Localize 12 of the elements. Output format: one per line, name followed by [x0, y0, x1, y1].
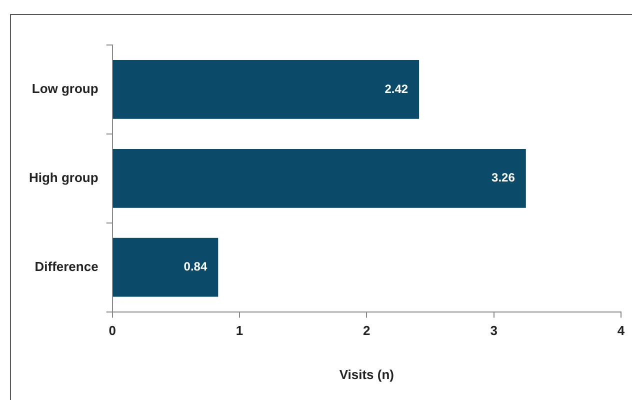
y-tick-label: High group	[28, 170, 98, 185]
x-tick-label: 2	[363, 323, 370, 338]
data-label: 3.26	[492, 170, 516, 185]
x-tick-label: 0	[108, 323, 116, 338]
data-label: 2.42	[384, 82, 408, 96]
y-tick-label: Difference	[34, 258, 98, 274]
x-tick-label: 1	[236, 323, 244, 338]
x-tick-label: 4	[617, 323, 626, 338]
x-tick-label: 3	[490, 323, 498, 338]
x-axis-title: Visits (n)	[339, 366, 394, 382]
data-label: 0.84	[184, 260, 208, 274]
y-tick-label: Low group	[32, 81, 98, 96]
